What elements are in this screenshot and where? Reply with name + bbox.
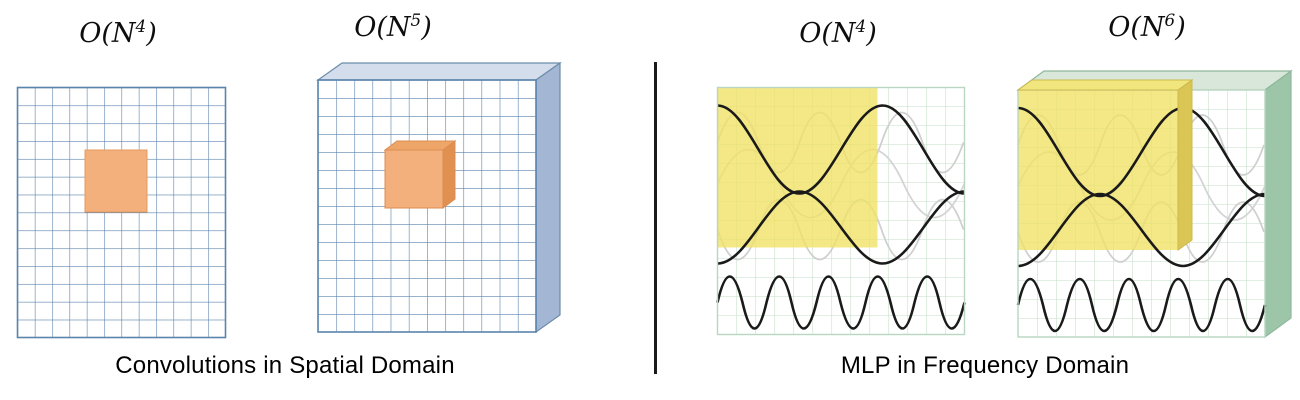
frequency-panel-3d xyxy=(1016,69,1293,339)
spatial-grid-2d xyxy=(16,86,227,339)
label-exponent: 4 xyxy=(855,16,867,36)
slab-right-face xyxy=(535,61,561,334)
section-divider xyxy=(654,62,657,374)
frequency-panel-2d xyxy=(716,86,966,336)
black-mode-wave-top xyxy=(717,104,965,195)
complexity-label-spatial-3d: O(N5) xyxy=(333,10,453,43)
black-mode-wave-bottom xyxy=(716,275,966,330)
complexity-label-frequency-2d: O(N4) xyxy=(778,16,898,49)
label-exponent: 4 xyxy=(135,16,147,36)
label-base: O(N xyxy=(354,12,411,43)
slab-top-face xyxy=(316,62,562,81)
caption-spatial-domain: Convolutions in Spatial Domain xyxy=(115,352,455,379)
convolution-kernel xyxy=(84,149,148,213)
caption-frequency-domain: MLP in Frequency Domain xyxy=(840,352,1130,379)
highlight-block-top-face xyxy=(1016,79,1194,91)
label-base: O(N xyxy=(79,18,136,49)
black-mode-wave-bottom xyxy=(1016,278,1267,332)
complexity-label-spatial-2d: O(N4) xyxy=(58,16,178,49)
panel-border xyxy=(716,86,966,336)
label-close: ) xyxy=(1175,12,1186,43)
black-mode-wave-middle xyxy=(717,190,965,265)
label-close: ) xyxy=(146,18,157,49)
kept-modes-highlight xyxy=(717,87,878,248)
label-close: ) xyxy=(866,18,877,49)
kernel-cube-front-face xyxy=(384,149,444,209)
label-base: O(N xyxy=(799,18,856,49)
slab-right-face xyxy=(1264,69,1292,339)
highlight-block-right-face xyxy=(1177,79,1193,251)
black-mode-wave-middle xyxy=(1017,192,1266,268)
label-exponent: 6 xyxy=(1164,10,1176,30)
kernel-cube-right-face xyxy=(442,140,456,209)
complexity-label-frequency-3d: O(N6) xyxy=(1087,10,1207,43)
black-mode-wave-top xyxy=(1017,106,1266,198)
kept-modes-highlight xyxy=(1018,90,1178,250)
label-base: O(N xyxy=(1108,12,1165,43)
label-exponent: 5 xyxy=(410,10,422,30)
spatial-grid-3d xyxy=(316,61,562,334)
label-close: ) xyxy=(421,12,432,43)
